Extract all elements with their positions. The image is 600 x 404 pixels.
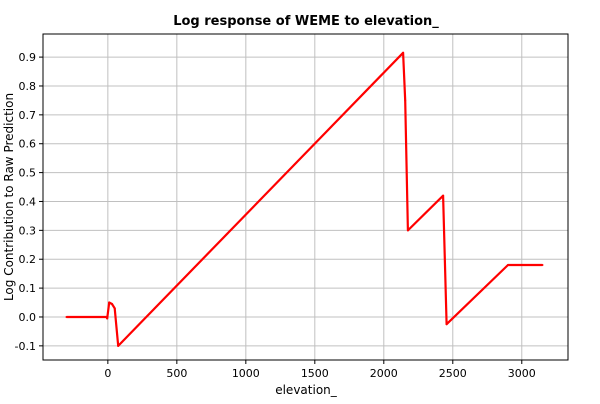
- data-point: [506, 264, 509, 267]
- y-tick-label: -0.1: [15, 340, 36, 353]
- y-tick-label: 0.1: [19, 282, 37, 295]
- data-point: [106, 317, 109, 320]
- data-point: [117, 344, 120, 347]
- y-tick-label: 0.3: [19, 224, 37, 237]
- x-tick-label: 2500: [439, 367, 467, 380]
- y-tick-label: 0.6: [19, 138, 37, 151]
- data-point: [402, 51, 405, 54]
- x-tick-label: 2000: [370, 367, 398, 380]
- y-tick-label: 0.4: [19, 195, 37, 208]
- data-point: [404, 99, 407, 102]
- x-tick-label: 1500: [301, 367, 329, 380]
- data-point: [65, 315, 68, 318]
- y-tick-label: 0.0: [19, 311, 37, 324]
- data-point: [541, 264, 544, 267]
- y-tick-label: 0.5: [19, 167, 37, 180]
- y-axis-label: Log Contribution to Raw Prediction: [2, 93, 16, 301]
- data-point: [113, 307, 116, 310]
- data-point: [406, 229, 409, 232]
- data-point: [108, 301, 111, 304]
- data-point: [442, 194, 445, 197]
- series-line-response: [66, 51, 543, 347]
- y-axis: -0.1 0.0 0.1 0.2 0.3 0.4 0.5 0.6 0.7 0.8 0.9: [15, 51, 43, 353]
- chart-title: Log response of WEME to elevation_: [173, 14, 439, 29]
- y-tick-label: 0.8: [19, 80, 37, 93]
- y-tick-label: 0.7: [19, 109, 37, 122]
- data-point: [110, 302, 113, 305]
- y-tick-label: 0.2: [19, 253, 37, 266]
- grid: [43, 34, 568, 360]
- x-axis: 0 500 1000 1500 2000 2500 3000: [104, 360, 536, 380]
- x-axis-label: elevation_: [275, 383, 338, 397]
- data-point: [445, 323, 448, 326]
- x-tick-label: 1000: [232, 367, 260, 380]
- y-tick-label: 0.9: [19, 51, 37, 64]
- x-tick-label: 0: [104, 367, 111, 380]
- x-tick-label: 500: [166, 367, 187, 380]
- x-tick-label: 3000: [508, 367, 536, 380]
- plot-frame: [42, 33, 569, 361]
- series-layer: [65, 51, 544, 347]
